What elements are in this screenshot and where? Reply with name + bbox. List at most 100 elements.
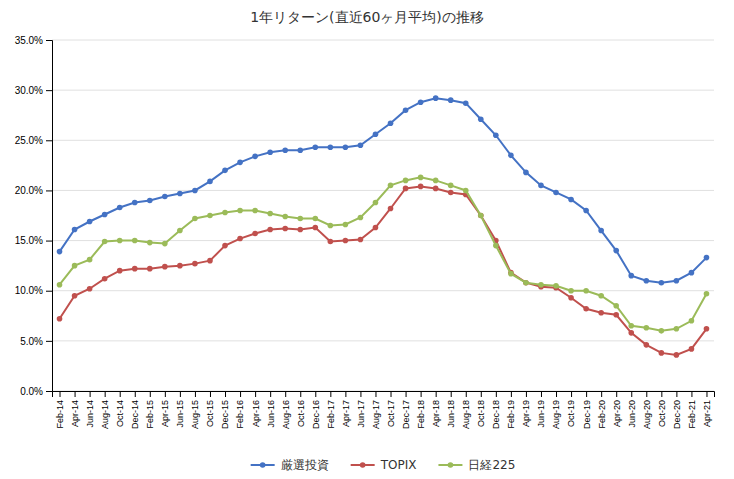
- tick-label: Aug-17: [371, 400, 381, 429]
- tick-label: 35.0%: [15, 35, 43, 46]
- legend-marker: [448, 462, 454, 468]
- point: [328, 239, 334, 245]
- tick-label: Dec-20: [672, 400, 682, 429]
- tick-mark: [105, 391, 106, 397]
- tick: Feb-14: [55, 391, 65, 429]
- tick-label: Apr-15: [160, 400, 170, 427]
- tick-mark: [46, 391, 52, 392]
- point: [553, 190, 559, 196]
- tick: Aug-20: [642, 391, 652, 429]
- point: [117, 268, 123, 274]
- point: [132, 266, 138, 272]
- tick-label: Dec-16: [311, 400, 321, 429]
- tick-mark: [120, 391, 121, 397]
- point: [583, 288, 589, 294]
- legend-label: 日経225: [468, 458, 515, 472]
- legend-label: TOPIX: [380, 458, 417, 472]
- tick-label: Oct-16: [296, 400, 306, 427]
- point: [222, 168, 228, 174]
- grid-line: [52, 190, 714, 191]
- point: [147, 198, 153, 204]
- point: [282, 226, 288, 232]
- tick: Oct-19: [566, 391, 576, 427]
- legend-label: 厳選投資: [281, 458, 329, 472]
- tick: Apr-19: [521, 391, 531, 427]
- tick: Jun-14: [85, 391, 95, 428]
- tick-mark: [406, 391, 407, 397]
- point: [192, 261, 198, 267]
- legend: 厳選投資 TOPIX 日経225: [251, 458, 516, 472]
- tick-mark: [360, 391, 361, 397]
- tick-mark: [345, 391, 346, 397]
- tick-mark: [421, 391, 422, 397]
- tick-mark: [375, 391, 376, 397]
- tick: Oct-18: [476, 391, 486, 427]
- point: [328, 145, 334, 151]
- tick-label: Feb-15: [145, 400, 155, 429]
- point: [57, 316, 63, 322]
- point: [523, 280, 529, 286]
- tick-mark: [315, 391, 316, 397]
- tick-mark: [225, 391, 226, 397]
- tick-label: Jun-19: [536, 400, 546, 428]
- tick: 5.0%: [20, 336, 52, 347]
- point: [433, 95, 439, 101]
- point: [177, 191, 183, 197]
- tick-label: 15.0%: [15, 235, 43, 246]
- axis-domain: [53, 392, 715, 398]
- point: [72, 227, 78, 233]
- tick-mark: [691, 391, 692, 397]
- line: [60, 186, 707, 354]
- tick: Feb-18: [416, 391, 426, 429]
- tick-label: Feb-16: [235, 400, 245, 429]
- tick: Dec-19: [581, 391, 591, 429]
- line: [60, 177, 707, 330]
- point: [358, 215, 364, 221]
- point: [418, 175, 424, 181]
- point: [222, 243, 228, 249]
- point: [418, 184, 424, 190]
- tick: Jun-19: [536, 391, 546, 428]
- point: [87, 257, 93, 263]
- tick-mark: [330, 391, 331, 397]
- point: [478, 116, 484, 122]
- markers: [57, 175, 710, 334]
- tick: Feb-17: [326, 391, 336, 429]
- point: [674, 326, 680, 332]
- tick: Apr-18: [431, 391, 441, 427]
- tick-label: Apr-14: [70, 400, 80, 427]
- point: [328, 223, 334, 229]
- point: [418, 99, 424, 105]
- point: [282, 214, 288, 220]
- point: [674, 352, 680, 358]
- point: [117, 205, 123, 211]
- point: [689, 270, 695, 276]
- tick: Apr-16: [250, 391, 260, 427]
- tick-mark: [240, 391, 241, 397]
- tick: Aug-14: [100, 391, 110, 429]
- tick-mark: [46, 90, 52, 91]
- point: [237, 236, 243, 242]
- point: [162, 264, 168, 270]
- point: [267, 150, 273, 156]
- tick: Aug-18: [461, 391, 471, 429]
- y-axis: 0.0%5.0%10.0%15.0%20.0%25.0%30.0%35.0%: [15, 35, 53, 397]
- tick-label: Dec-14: [130, 400, 140, 429]
- tick: Jun-18: [446, 391, 456, 428]
- tick-mark: [601, 391, 602, 397]
- tick-mark: [46, 140, 52, 141]
- point: [102, 239, 108, 245]
- tick: 30.0%: [15, 85, 52, 96]
- tick-label: 20.0%: [15, 185, 43, 196]
- point: [192, 188, 198, 194]
- point: [568, 295, 574, 301]
- point: [162, 194, 168, 200]
- point: [282, 148, 288, 154]
- point: [478, 213, 484, 219]
- point: [659, 350, 665, 356]
- point: [72, 263, 78, 269]
- tick-mark: [46, 341, 52, 342]
- tick-mark: [676, 391, 677, 397]
- point: [87, 286, 93, 292]
- tick-mark: [180, 391, 181, 397]
